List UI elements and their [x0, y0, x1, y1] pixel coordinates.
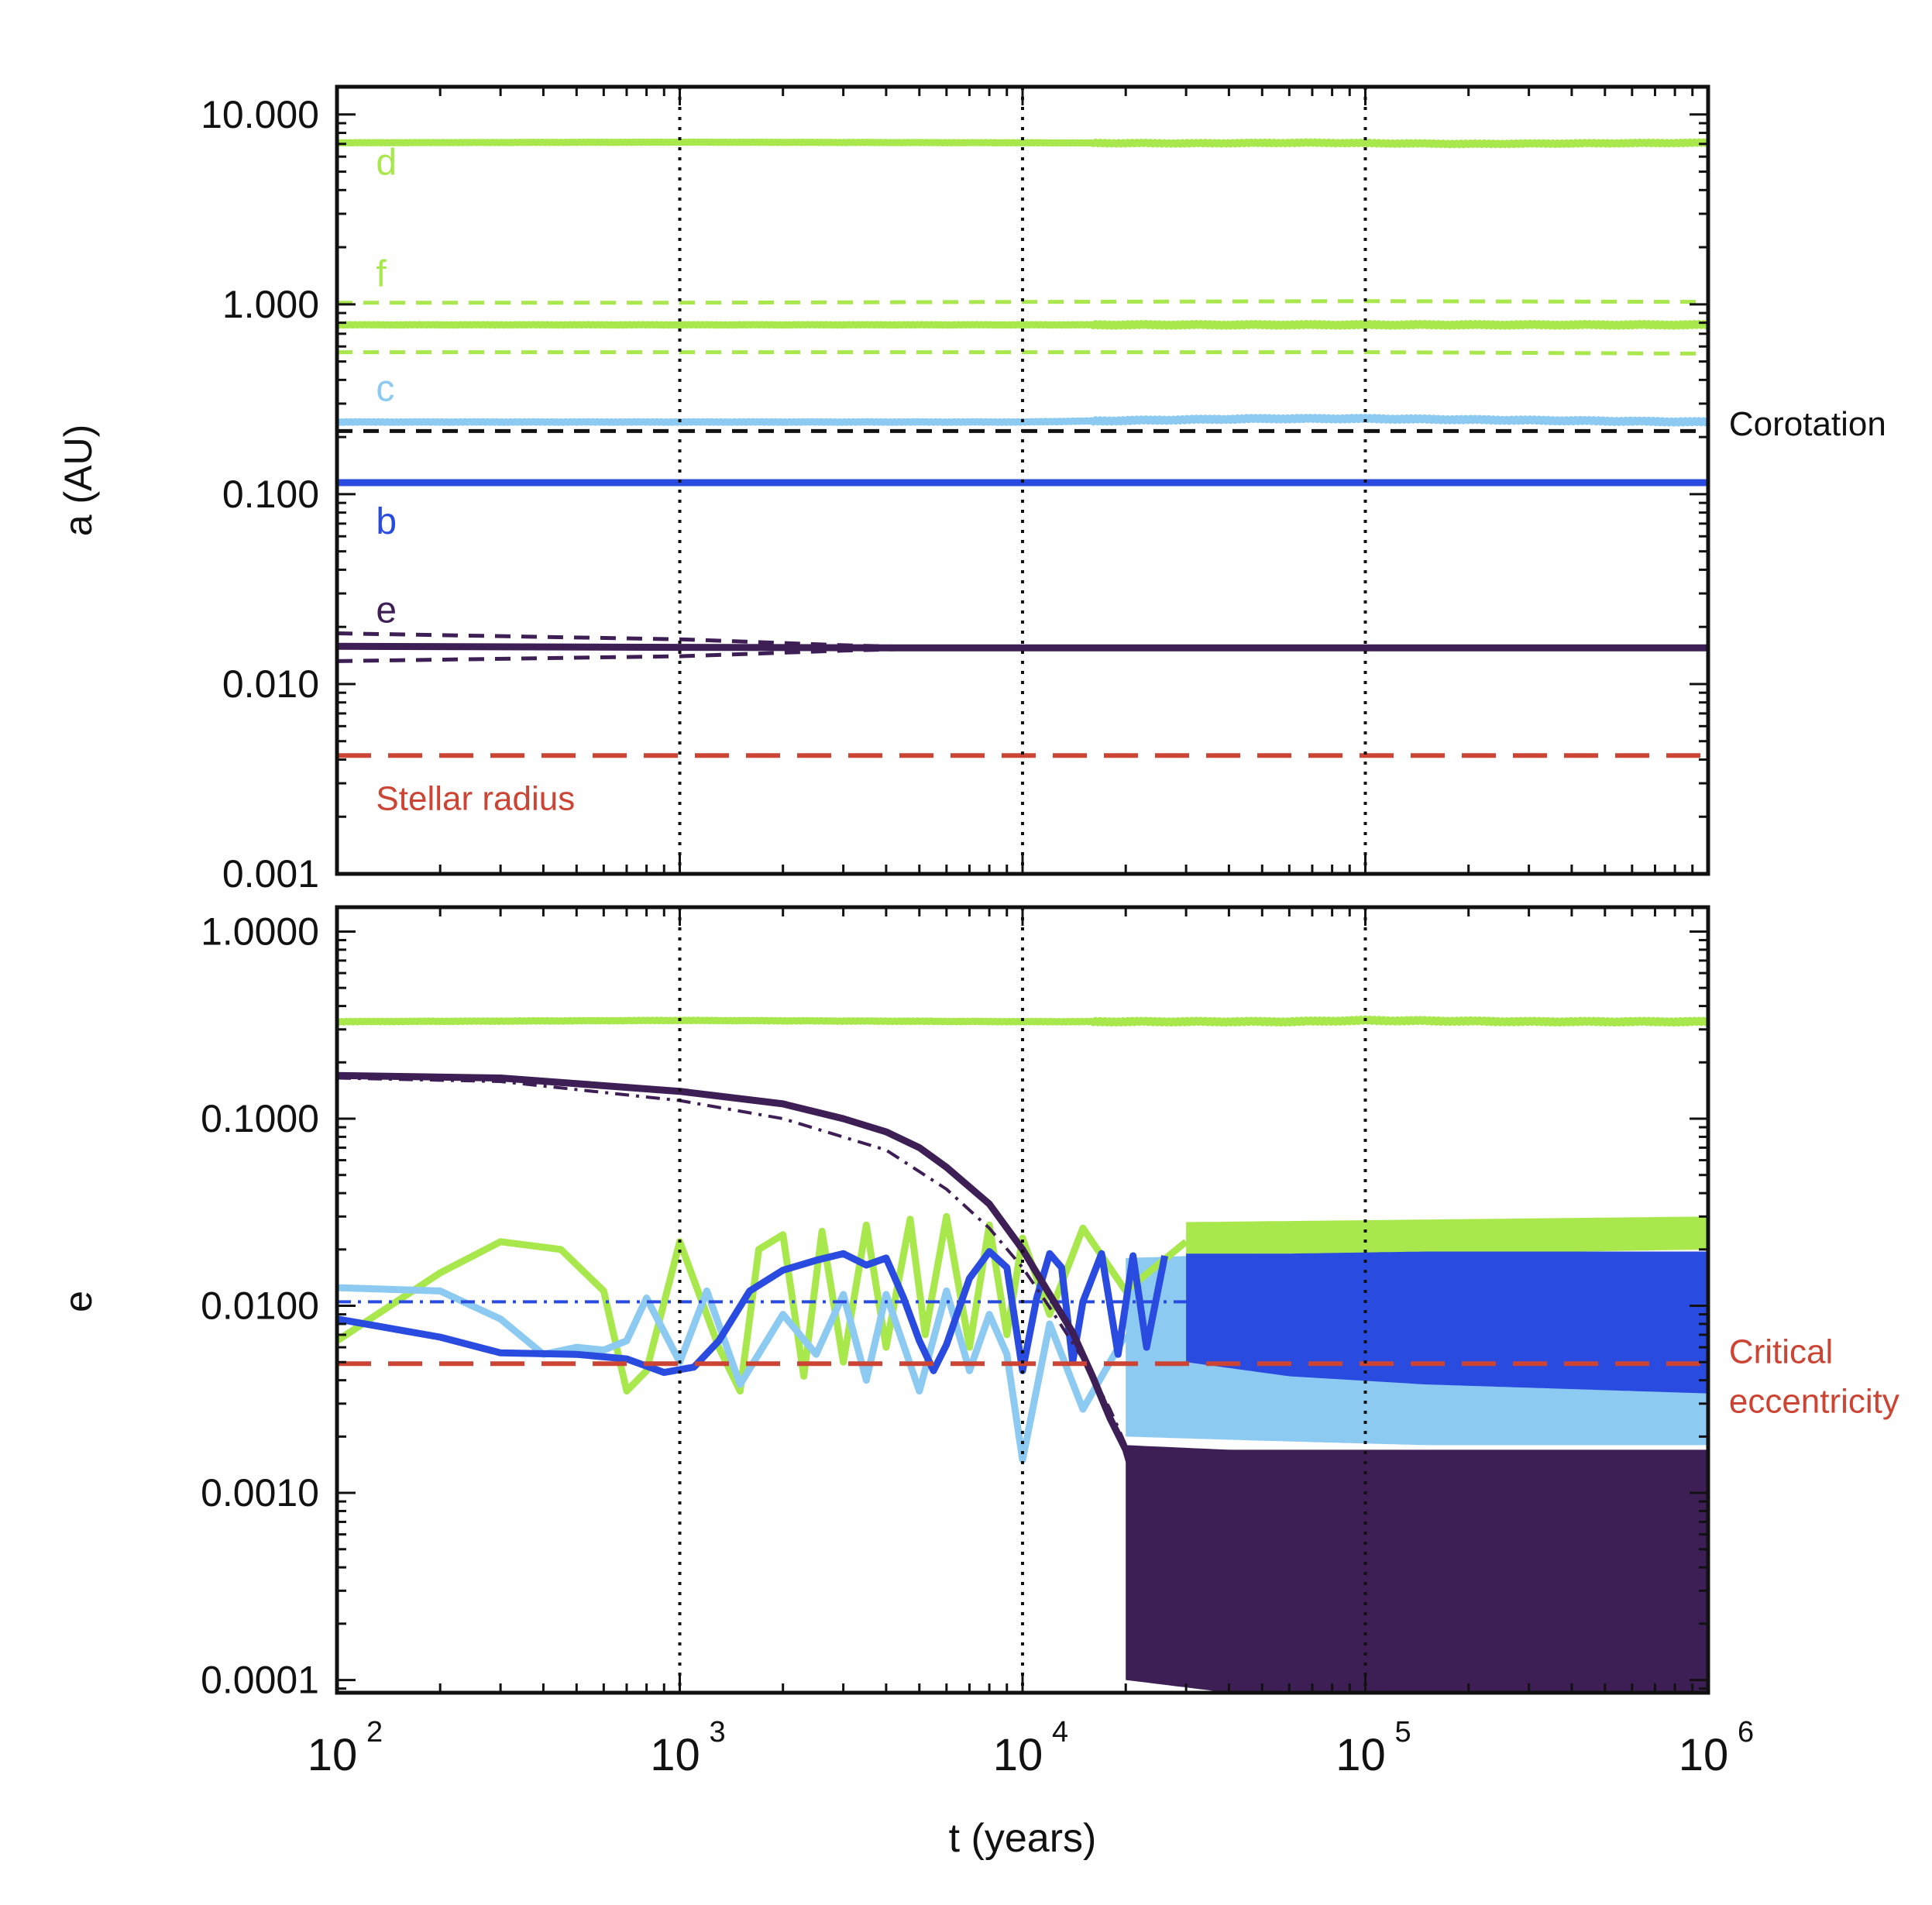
series-line-0	[337, 138, 1708, 149]
y-tick-label: 1.000	[222, 283, 319, 326]
y-tick-label: 0.1000	[201, 1097, 319, 1140]
semi-major-axis-panel: 10.000 1.000 0.100 0.010 0.001 d f c b e Corotatio…	[57, 84, 1886, 896]
y-tick-label: 0.010	[222, 662, 319, 706]
x-tick-label: 10	[993, 1730, 1043, 1780]
x-tick-exponent: 5	[1395, 1716, 1411, 1749]
bottom-series-layer	[337, 1015, 1708, 1681]
planet-label-e: e	[376, 590, 397, 631]
top-y-axis-label: a (AU)	[57, 425, 100, 536]
bottom-text-layer: 1.0000 0.1000 0.0100 0.0010 0.0001 Critical ec…	[201, 910, 1899, 1780]
x-tick-exponent: 6	[1738, 1716, 1754, 1749]
y-tick-label: 1.0000	[201, 910, 319, 953]
top-reference-lines	[678, 87, 1367, 874]
x-tick-label: 10	[650, 1730, 700, 1780]
x-tick-exponent: 2	[366, 1716, 383, 1749]
x-tick-exponent: 3	[710, 1716, 726, 1749]
top-text-layer: 10.000 1.000 0.100 0.010 0.001 d f c b e Corotatio…	[201, 93, 1886, 896]
series-line-1	[337, 299, 1708, 305]
x-axis-label: t (years)	[949, 1816, 1097, 1861]
annotation-label: Stellar radius	[376, 779, 575, 817]
series-line-1	[337, 1212, 1188, 1395]
series-line-2	[337, 1284, 1129, 1463]
bottom-y-axis-label: e	[57, 1291, 100, 1312]
y-tick-label: 10.000	[201, 93, 319, 136]
y-tick-label: 0.100	[222, 473, 319, 516]
series-line-2	[337, 320, 1708, 330]
annotation-label: Critical	[1729, 1332, 1833, 1370]
envelope-band-3	[1126, 1445, 1708, 1693]
planet-label-d: d	[376, 143, 397, 184]
envelope-band-2	[1186, 1251, 1708, 1394]
series-line-5	[337, 1076, 1188, 1681]
x-tick-exponent: 4	[1052, 1716, 1068, 1749]
top-plot-frame	[335, 84, 1710, 876]
planet-label-c: c	[376, 369, 394, 410]
series-line-3	[337, 350, 1708, 356]
envelope-band-0	[1186, 1216, 1708, 1258]
bottom-bands	[1126, 1216, 1708, 1693]
y-tick-label: 0.0001	[201, 1659, 319, 1702]
bottom-plot-frame	[335, 905, 1710, 1695]
eccentricity-panel: 1.0000 0.1000 0.0100 0.0010 0.0001 Critical ec…	[57, 905, 1899, 1861]
x-tick-label: 10	[308, 1730, 358, 1780]
annotation-label: Corotation	[1729, 405, 1886, 443]
planet-label-b: b	[376, 501, 397, 542]
series-line-6	[337, 1071, 1136, 1476]
x-tick-label: 10	[1679, 1730, 1729, 1780]
planet-label-f: f	[376, 253, 387, 294]
x-tick-label: 10	[1336, 1730, 1386, 1780]
y-tick-label: 0.0100	[201, 1284, 319, 1328]
bottom-reference-lines	[678, 907, 1367, 1693]
annotation-label: eccentricity	[1729, 1382, 1899, 1420]
series-line-0	[337, 1015, 1708, 1027]
series-line-4	[337, 1248, 1169, 1377]
series-line-9	[337, 642, 1708, 652]
y-tick-label: 0.0010	[201, 1471, 319, 1515]
y-tick-label: 0.001	[222, 852, 319, 896]
